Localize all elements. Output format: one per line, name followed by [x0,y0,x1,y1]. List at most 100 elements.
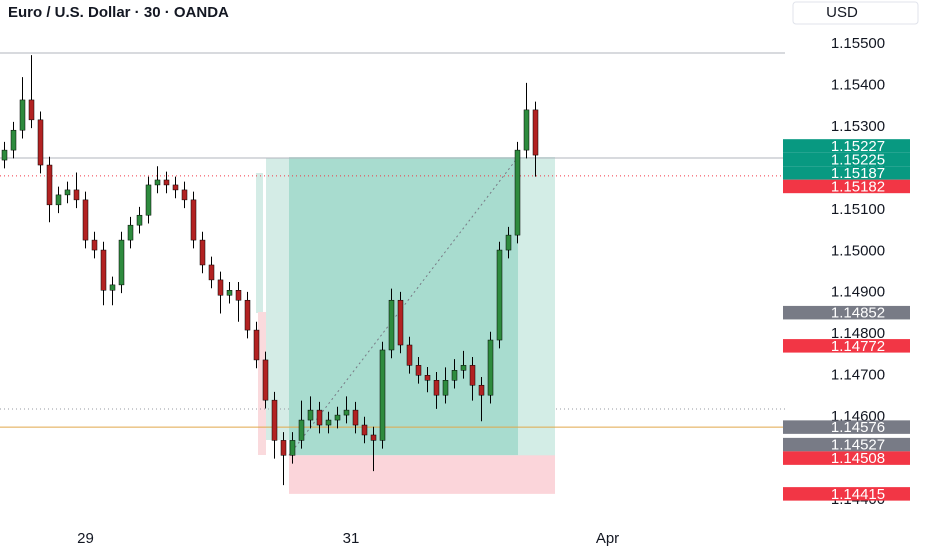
drawing-box [266,158,289,440]
loss-zone [289,455,555,494]
candle-body [154,179,161,186]
price-badge-label: 1.15227 [831,138,885,155]
price-badge [783,179,910,194]
price-badge-label: 1.15187 [831,165,885,182]
candle-body [442,380,449,396]
candle-body [37,119,44,166]
drawings [0,52,785,494]
profit-zone [289,157,555,456]
candle-body [136,214,143,226]
candle-body [523,109,530,151]
candle-body [361,424,368,436]
candle-body [91,239,98,251]
price-badge [783,139,910,153]
candle-body [19,99,26,131]
x-tick-label: 31 [343,530,360,547]
candle-body [172,184,179,191]
candle-body [100,249,107,291]
price-badge-label: 1.15225 [831,151,885,168]
price-badge-label: 1.15182 [831,178,885,195]
candle-body [514,149,521,236]
price-badge-label: 1.14527 [831,437,885,454]
candle-body [244,299,251,331]
candle-body [496,249,503,341]
candle-body [451,370,458,381]
candle-body [145,184,152,216]
y-tick-label: 1.15300 [831,118,885,135]
x-tick-label: Apr [596,530,619,547]
price-badge [783,339,910,353]
candle-body [181,189,188,201]
candle-body [532,109,539,156]
price-badge [783,420,910,434]
candle-body [343,409,350,416]
price-badge [783,487,910,501]
drawing-box [258,312,266,455]
candle-body [118,239,125,286]
candle-body [469,365,476,386]
candle-body [334,414,341,421]
candle-body [10,129,17,151]
price-badge-label: 1.14852 [831,305,885,322]
candle-body [64,189,71,196]
y-tick-label: 1.15100 [831,201,885,218]
price-badge-label: 1.14576 [831,419,885,436]
y-tick-label: 1.14800 [831,325,885,342]
price-badge [783,152,910,167]
candle-body [127,224,134,241]
y-tick-label: 1.15000 [831,242,885,259]
price-badge [783,437,910,452]
y-tick-label: 1.15400 [831,76,885,93]
price-badge [783,166,910,180]
candle-body [28,99,35,121]
currency-button[interactable] [792,1,919,25]
drawing-box [256,173,263,313]
candle-body [289,440,296,456]
price-badge-label: 1.14508 [831,450,885,467]
candle-body [424,375,431,381]
candle-body [406,344,413,366]
candle-body [235,290,242,301]
candle-body [217,279,224,296]
candle-body [415,365,422,376]
price-badge-label: 1.14415 [831,486,885,503]
chart-title: Euro / U.S. Dollar · 30 · OANDA [8,4,229,21]
candle-body [352,409,359,426]
price-badge [783,451,910,465]
candle-body [208,264,215,281]
candle-body [487,339,494,396]
candle-body [370,434,377,441]
candle-body [109,284,116,291]
candle-body [190,199,197,241]
candle-body [298,419,305,441]
currency-label[interactable]: USD [826,4,858,21]
price-badge-label: 1.14772 [831,338,885,355]
candle-body [226,290,233,296]
candle-body [478,384,485,396]
x-tick-label: 29 [77,530,94,547]
candle-body [433,380,440,396]
candle-body [505,234,512,251]
candle-body [82,199,89,241]
candle-body [460,365,467,371]
profit-zone-future [518,157,555,456]
y-tick-label: 1.14900 [831,284,885,301]
candle-body [199,239,206,266]
price-badge [783,305,910,320]
candle-body [307,409,314,421]
candle-body [73,189,80,201]
candle-body [379,349,386,441]
candle-body [280,440,287,456]
candle-body [55,194,62,206]
y-tick-label: 1.14700 [831,367,885,384]
y-tick-label: 1.15500 [831,35,885,52]
candle-body [163,179,170,186]
candle-body [46,164,53,206]
candle-body [316,409,323,426]
candle-body [325,419,332,426]
candle-body [388,299,395,351]
candle-body [397,299,404,346]
candle-body [253,329,260,361]
candle-body [1,149,8,161]
